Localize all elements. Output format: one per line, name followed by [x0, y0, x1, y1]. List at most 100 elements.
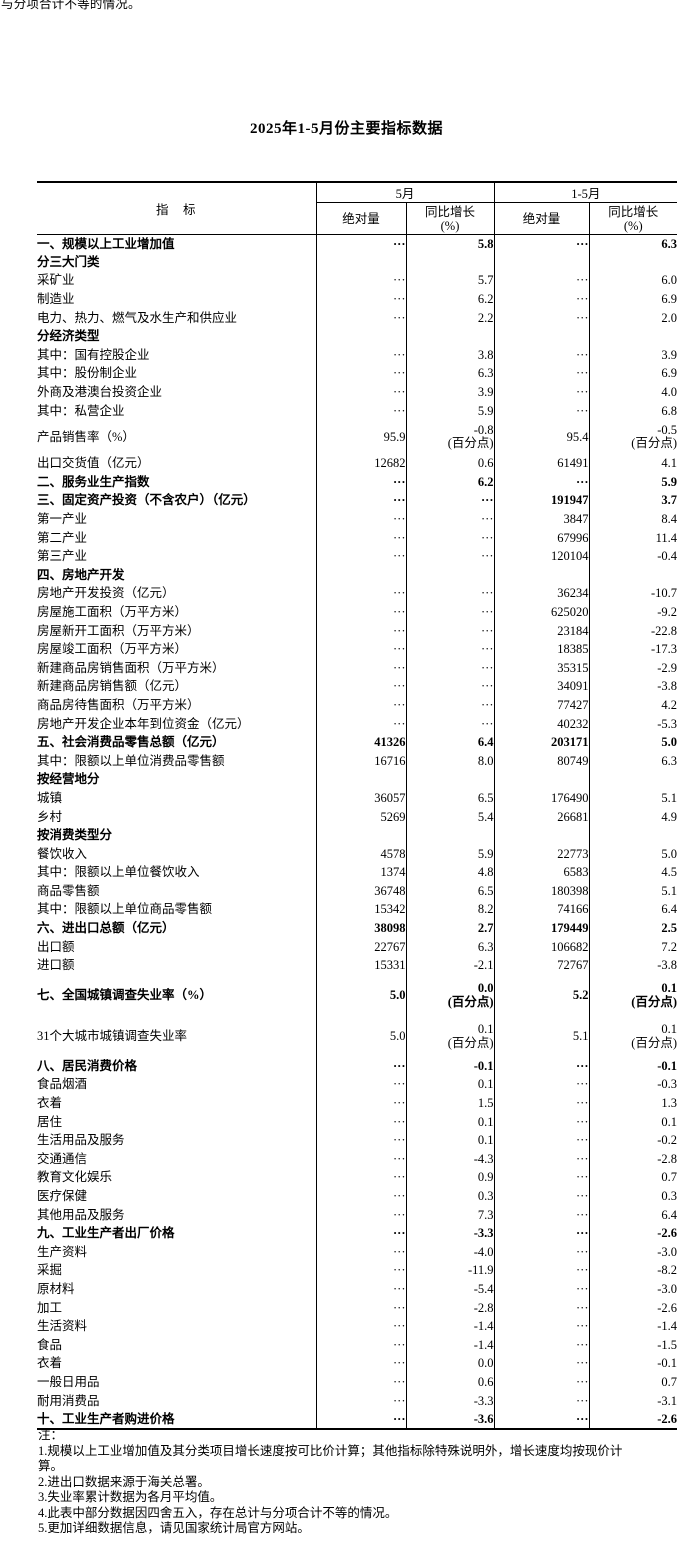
value-cell: 0.1 (百分点): [588, 975, 678, 1017]
value-cell: -0.1: [588, 1057, 678, 1076]
indicator-label: 电力、热力、燃气及水生产和供应业: [37, 310, 238, 325]
value-cell: ···: [315, 1391, 406, 1411]
value-cell: -4.3: [405, 1150, 495, 1169]
table-row: 二、服务业生产指数 ··· 6.2 ··· 5.9: [37, 473, 678, 492]
table-row: 房地产开发投资（亿元） ··· ··· 36234 -10.7: [37, 584, 678, 604]
indicator-label: 加工: [37, 1300, 63, 1315]
value-cell: ···: [315, 1075, 406, 1095]
indicator-label: 按经营地分: [37, 772, 100, 787]
value-cell: ···: [315, 1112, 406, 1132]
value-cell: 6.9: [588, 290, 678, 309]
value-cell: ···: [405, 696, 495, 715]
indicator-label: 进口额: [37, 958, 75, 973]
value-cell: 4.2: [588, 696, 678, 715]
table-body: 一、规模以上工业增加值 ··· 5.8 ··· 6.3 分三大门类采矿业 ··· 5.7 ···…: [37, 234, 678, 1429]
table-row: 制造业 ··· 6.2 ··· 6.9: [37, 290, 678, 309]
indicator-label: 七、全国城镇调查失业率（%）: [37, 988, 213, 1003]
table-row: 一、规模以上工业增加值 ··· 5.8 ··· 6.3: [37, 234, 678, 254]
value-cell: -3.0: [588, 1243, 678, 1262]
value-cell: ···: [315, 528, 406, 548]
value-cell: 8.4: [588, 510, 678, 529]
value-cell: 0.7: [588, 1168, 678, 1188]
value-cell: -1.4: [588, 1317, 678, 1336]
value-cell: -0.2: [588, 1131, 678, 1151]
value-cell: 2.7: [405, 919, 495, 938]
indicator-label: 分三大门类: [37, 254, 100, 269]
value-cell: 5.7: [405, 271, 495, 291]
value-cell: -2.9: [588, 658, 678, 678]
value-cell: ···: [493, 1317, 590, 1336]
value-cell: ···: [493, 1335, 590, 1355]
note-line: 注：: [38, 1428, 64, 1442]
value-cell: 72767: [493, 956, 590, 976]
value-cell: -4.0: [405, 1243, 495, 1262]
indicator-label: 分经济类型: [37, 329, 100, 344]
value-cell: ···: [493, 1131, 590, 1151]
table-row: 分经济类型: [37, 327, 678, 347]
value-cell: ···: [493, 1075, 590, 1095]
value-cell: 6.3: [588, 751, 678, 771]
value-cell: ···: [315, 1168, 406, 1188]
value-cell: ···: [315, 658, 406, 678]
value-cell: 4578: [315, 844, 406, 864]
table-row: 三、固定资产投资（不含农户）（亿元） ··· ··· 191947 3.7: [37, 491, 678, 511]
table-row: 交通通信 ··· -4.3 ··· -2.8: [37, 1150, 678, 1169]
value-cell: 0.6: [405, 1373, 495, 1392]
value-cell: -2.6: [588, 1298, 678, 1318]
value-cell: 2.5: [588, 919, 678, 938]
value-cell: 7.2: [588, 937, 678, 957]
note-line: 算。: [38, 1459, 64, 1473]
indicator-label: 其中：限额以上单位消费品零售额: [37, 753, 225, 768]
value-cell: 0.1 (百分点): [588, 1016, 678, 1058]
indicator-label: 衣着: [37, 1356, 63, 1371]
value-cell: -0.5 (百分点): [588, 420, 678, 455]
indicator-label: 其中：股份制企业: [37, 366, 138, 381]
header-janmay-yoy: 同比增长 (%): [588, 202, 678, 235]
value-cell: 3.9: [588, 346, 678, 365]
value-cell: 6.8: [588, 401, 678, 421]
table-row: 第二产业 ··· ··· 67996 11.4: [37, 528, 678, 548]
table-row: 房屋新开工面积（万平方米） ··· ··· 23184 -22.8: [37, 621, 678, 641]
value-cell: ···: [405, 510, 495, 529]
value-cell: 6.4: [588, 900, 678, 920]
value-cell: ···: [315, 1094, 406, 1113]
value-cell: 176490: [493, 789, 590, 808]
value-cell: 0.7: [588, 1373, 678, 1392]
value-cell: 4.1: [588, 454, 678, 474]
value-cell: 6.9: [588, 364, 678, 384]
value-cell: [493, 770, 590, 790]
value-cell: 0.3: [405, 1187, 495, 1206]
table-row: 九、工业生产者出厂价格 ··· -3.3 ··· -2.6: [37, 1224, 678, 1243]
value-cell: 106682: [493, 937, 590, 957]
value-cell: ···: [315, 364, 406, 384]
table-row: 其中：股份制企业 ··· 6.3 ··· 6.9: [37, 364, 678, 384]
value-cell: 95.4: [493, 420, 590, 455]
value-cell: 0.1: [588, 1112, 678, 1132]
value-cell: -11.9: [405, 1261, 495, 1281]
value-cell: ···: [405, 528, 495, 548]
value-cell: 23184: [493, 621, 590, 641]
value-cell: 5.0: [588, 733, 678, 752]
value-cell: 4.9: [588, 807, 678, 827]
value-cell: 0.0: [405, 1354, 495, 1374]
table-row: 采矿业 ··· 5.7 ··· 6.0: [37, 271, 678, 291]
value-cell: -0.1: [588, 1354, 678, 1374]
value-cell: ···: [405, 491, 495, 511]
indicator-label: 房屋竣工面积（万平方米）: [37, 642, 188, 657]
indicator-label: 商品零售额: [37, 883, 100, 898]
table-row: 分三大门类: [37, 253, 678, 272]
indicator-label: 十、工业生产者购进价格: [37, 1411, 175, 1426]
value-cell: 5.1: [588, 882, 678, 901]
indicator-label: 一般日用品: [37, 1374, 100, 1389]
value-cell: -8.2: [588, 1261, 678, 1281]
table-row: 其中：私营企业 ··· 5.9 ··· 6.8: [37, 401, 678, 421]
value-cell: ···: [315, 584, 406, 604]
value-cell: -2.6: [588, 1224, 678, 1243]
indicator-label: 其中：限额以上单位餐饮收入: [37, 865, 200, 880]
indicator-label: 新建商品房销售面积（万平方米）: [37, 660, 225, 675]
value-cell: 5.1: [493, 1016, 590, 1058]
value-cell: [588, 327, 678, 347]
value-cell: -0.1: [405, 1057, 495, 1076]
indicator-label: 八、居民消费价格: [37, 1058, 138, 1073]
value-cell: -3.8: [588, 956, 678, 976]
